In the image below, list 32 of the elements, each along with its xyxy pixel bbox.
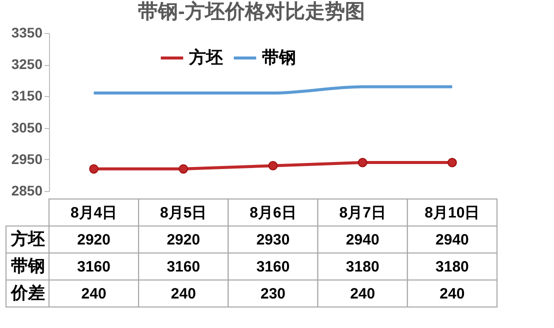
y-tick-label: 3350 bbox=[11, 24, 43, 40]
data-label: 2940 bbox=[346, 232, 380, 248]
data-label: 2930 bbox=[256, 232, 290, 248]
y-tick-label: 2950 bbox=[11, 150, 43, 167]
x-tick-label: 8月10日 bbox=[424, 204, 480, 222]
data-label: 3160 bbox=[166, 258, 200, 276]
y-tick-label: 3150 bbox=[11, 88, 43, 104]
x-tick-label: 8月6日 bbox=[250, 204, 296, 222]
text: 带钢 bbox=[11, 256, 45, 276]
legend-label: 带钢 bbox=[262, 48, 296, 67]
text: 230 bbox=[260, 286, 286, 302]
data-label: 2920 bbox=[77, 232, 110, 248]
x-tick-label: 8月4日 bbox=[70, 204, 118, 222]
text: 价差 bbox=[10, 284, 45, 304]
text: 240 bbox=[440, 286, 465, 302]
data-label: 2920 bbox=[166, 232, 200, 248]
y-tick-label: 2850 bbox=[11, 182, 43, 198]
text: 240 bbox=[81, 286, 106, 302]
data-label: 2940 bbox=[436, 232, 469, 248]
data-label: 3160 bbox=[77, 258, 110, 276]
legend-label: 方坯 bbox=[188, 48, 223, 67]
text: 240 bbox=[170, 286, 196, 302]
data-label: 3180 bbox=[346, 258, 380, 276]
text: 方坯 bbox=[11, 230, 45, 250]
data-label: 3160 bbox=[256, 258, 290, 276]
chart-title: 带钢-方坯价格对比走势图 bbox=[138, 0, 365, 23]
data-label: 3180 bbox=[436, 258, 469, 276]
y-tick-label: 3250 bbox=[11, 56, 43, 72]
x-tick-label: 8月7日 bbox=[339, 204, 386, 222]
y-tick-label: 3050 bbox=[11, 119, 43, 136]
text: 240 bbox=[350, 286, 376, 302]
x-tick-label: 8月5日 bbox=[160, 204, 207, 222]
